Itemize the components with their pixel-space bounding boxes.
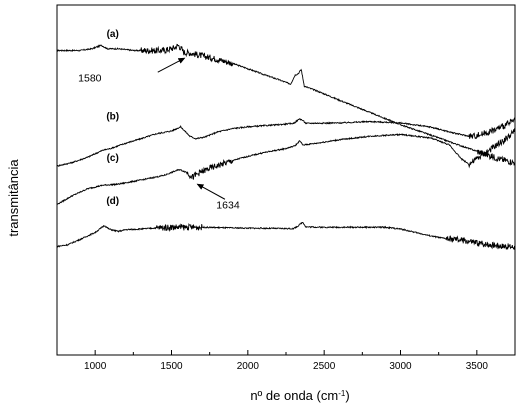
y-axis-label: transmitância [6,159,21,237]
plot-border [56,4,516,356]
x-tick-layer: 1000 1500 2000 2500 3000 3500 [56,350,516,372]
x-axis-label-main: nº de onda (cm [250,388,338,403]
annotation-layer: 1580 1634 [78,57,240,212]
annotation-arrow [157,57,186,73]
series-line-1 [57,43,516,167]
series-line-3 [56,127,516,205]
x-tick-label: 1500 [160,361,183,372]
x-tick-label: 3000 [389,361,412,372]
series-label: (b) [106,111,119,122]
annotation-label: 1634 [216,200,240,212]
annotation-label: 1580 [78,72,102,84]
annotation-arrow [196,183,226,200]
plot-frame [56,4,516,356]
x-tick-label: 2000 [237,361,260,372]
x-tick-label: 3500 [466,361,489,372]
x-axis-label-end: ) [345,388,349,403]
series-label: (c) [107,153,119,164]
series-label: (a) [107,29,119,40]
series-layer: (a) (b) (c) (d) [56,29,516,250]
x-axis-label: nº de onda (cm-1) [250,388,349,403]
series-line-4 [56,221,516,250]
series-label: (d) [106,196,119,207]
series-line-2 [56,117,516,167]
x-tick-label: 1000 [84,361,107,372]
x-axis-label-superscript: -1 [338,389,346,398]
x-tick-label: 2500 [313,361,336,372]
